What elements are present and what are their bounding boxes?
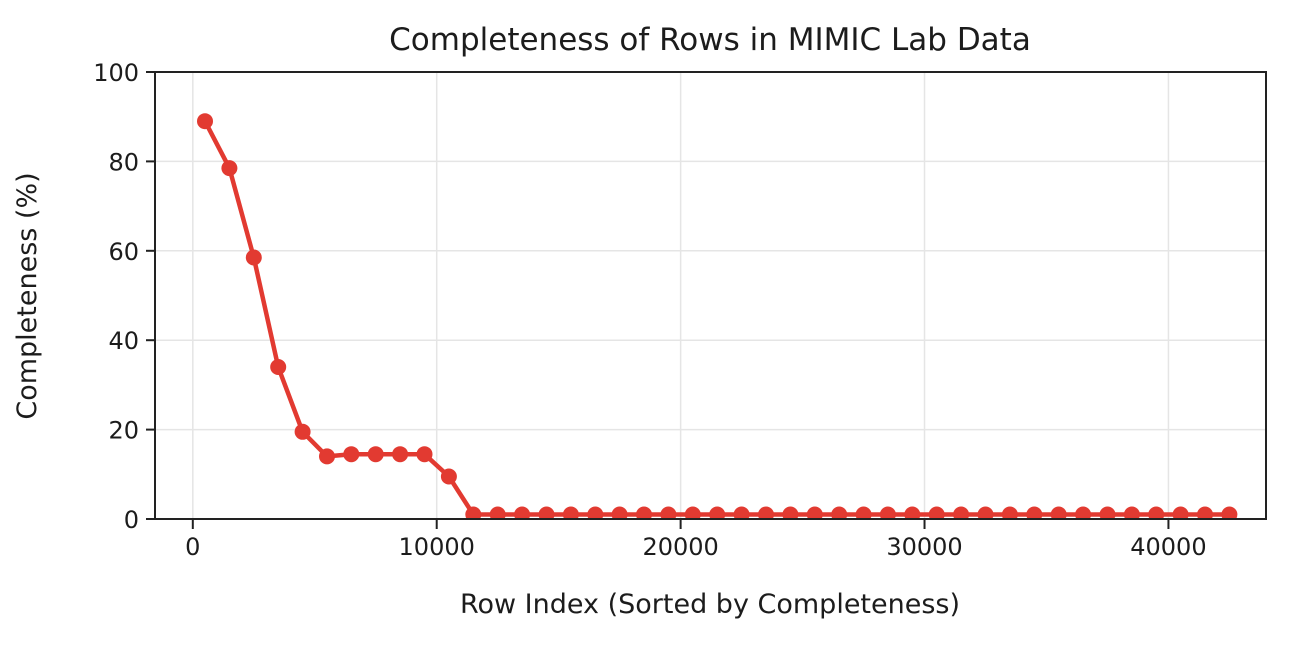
data-point-marker bbox=[904, 506, 921, 519]
data-point-marker bbox=[440, 468, 457, 485]
data-point-marker bbox=[709, 506, 726, 519]
data-point-marker bbox=[514, 506, 531, 519]
data-point-marker bbox=[1123, 506, 1140, 519]
data-point-marker bbox=[1172, 506, 1189, 519]
data-point-marker bbox=[636, 506, 652, 519]
data-point-marker bbox=[611, 506, 628, 519]
data-point-marker bbox=[416, 446, 433, 463]
y-tick-label: 60 bbox=[108, 238, 139, 266]
plot-border bbox=[154, 71, 1267, 520]
data-point-marker bbox=[294, 423, 311, 440]
data-point-marker bbox=[489, 506, 506, 519]
plot-background bbox=[155, 72, 1266, 519]
data-point-marker bbox=[562, 506, 579, 519]
data-point-marker bbox=[1001, 506, 1018, 519]
data-point-marker bbox=[392, 446, 409, 463]
y-tick-label: 20 bbox=[108, 417, 139, 445]
x-tick-label: 0 bbox=[185, 533, 200, 561]
data-point-marker bbox=[660, 506, 677, 519]
y-axis-label: Completeness (%) bbox=[12, 172, 43, 419]
data-point-marker bbox=[953, 506, 970, 519]
data-point-marker bbox=[343, 446, 360, 463]
data-point-marker bbox=[684, 506, 701, 519]
data-point-marker bbox=[733, 506, 750, 519]
data-point-marker bbox=[538, 506, 555, 519]
x-axis-label: Row Index (Sorted by Completeness) bbox=[460, 589, 960, 620]
data-point-marker bbox=[367, 446, 384, 463]
chart-title: Completeness of Rows in MIMIC Lab Data bbox=[389, 22, 1031, 58]
axis-ticks: 0 10000 20000 30000 40000 0 20 40 60 80 100 bbox=[93, 59, 1206, 561]
data-point-marker bbox=[977, 506, 994, 519]
data-series bbox=[197, 113, 1238, 519]
data-point-marker bbox=[782, 506, 799, 519]
data-point-marker bbox=[758, 506, 774, 519]
y-tick-label: 100 bbox=[93, 59, 139, 87]
x-tick-label: 10000 bbox=[399, 533, 475, 561]
x-tick-label: 30000 bbox=[886, 533, 962, 561]
y-tick-label: 40 bbox=[108, 327, 139, 355]
data-point-marker bbox=[197, 113, 213, 130]
x-tick-label: 40000 bbox=[1130, 533, 1206, 561]
data-point-marker bbox=[855, 506, 872, 519]
data-point-marker bbox=[270, 359, 287, 375]
data-point-marker bbox=[245, 249, 262, 266]
y-tick-label: 0 bbox=[124, 506, 139, 534]
data-point-marker bbox=[879, 506, 896, 519]
data-point-marker bbox=[221, 160, 238, 177]
data-point-marker bbox=[831, 506, 848, 519]
data-point-marker bbox=[587, 506, 604, 519]
data-point-marker bbox=[1075, 506, 1092, 519]
data-point-marker bbox=[1026, 506, 1043, 519]
x-tick-label: 20000 bbox=[642, 533, 718, 561]
data-point-marker bbox=[465, 506, 482, 519]
data-point-marker bbox=[928, 506, 945, 519]
data-point-marker bbox=[1197, 506, 1213, 519]
data-point-marker bbox=[1148, 506, 1165, 519]
data-point-marker bbox=[319, 448, 335, 465]
data-point-marker bbox=[1221, 506, 1238, 519]
y-tick-label: 80 bbox=[108, 148, 139, 176]
data-point-marker bbox=[806, 506, 823, 519]
data-point-marker bbox=[1050, 506, 1067, 519]
data-point-marker bbox=[1099, 506, 1116, 519]
